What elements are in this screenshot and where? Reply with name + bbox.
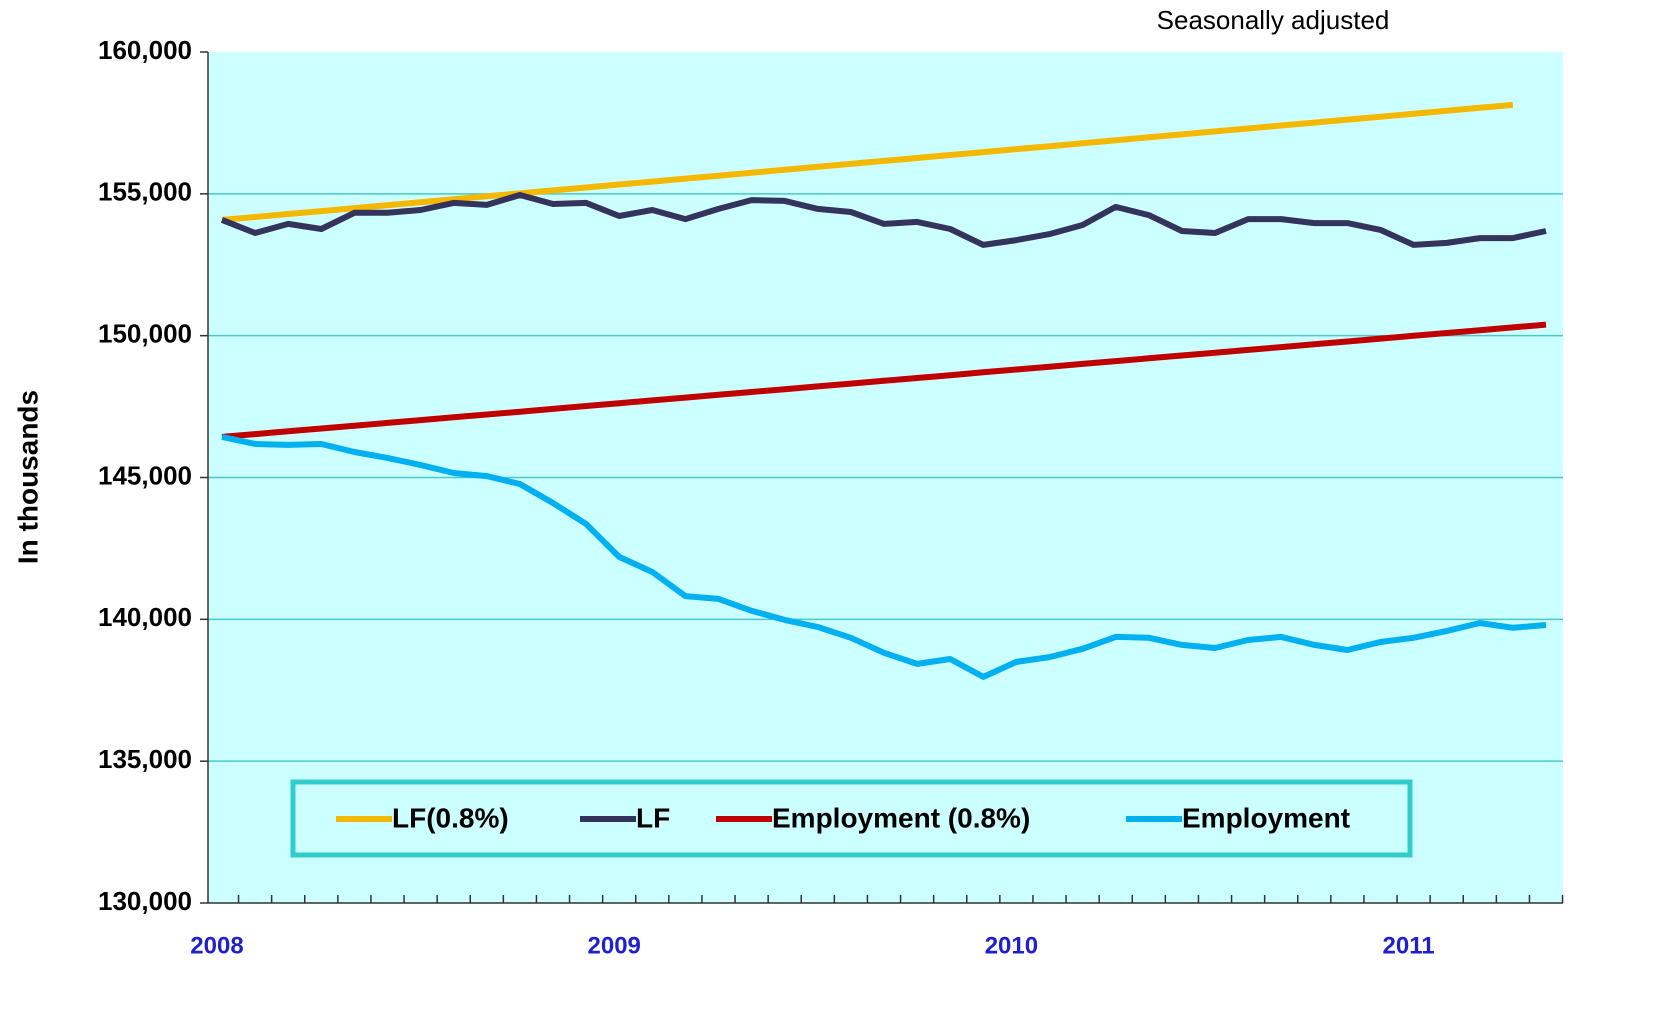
x-tick-label: 2010	[985, 932, 1038, 959]
series-line	[220, 192, 1547, 248]
y-tick-label: 160,000	[98, 35, 192, 65]
x-tick-label: 2011	[1383, 932, 1435, 959]
series-line	[221, 433, 1547, 680]
y-tick-label: 135,000	[98, 744, 192, 774]
series-line	[221, 321, 1547, 440]
annotation: Seasonally adjusted	[1157, 5, 1390, 35]
series-line	[221, 101, 1514, 223]
y-axis-label: In thousands	[12, 390, 43, 564]
legend-label: Employment	[1182, 802, 1350, 833]
y-tick-label: 140,000	[98, 602, 192, 632]
legend-label: Employment (0.8%)	[772, 802, 1030, 833]
y-tick-label: 150,000	[98, 319, 192, 349]
y-tick-label: 130,000	[98, 886, 192, 916]
x-tick-label: 2009	[588, 932, 641, 959]
y-tick-label: 145,000	[98, 460, 192, 490]
legend-label: LF(0.8%)	[392, 802, 509, 833]
x-tick-label: 2008	[190, 932, 243, 959]
legend-label: LF	[636, 802, 670, 833]
y-tick-label: 155,000	[98, 177, 192, 207]
legend-box	[290, 779, 1413, 858]
